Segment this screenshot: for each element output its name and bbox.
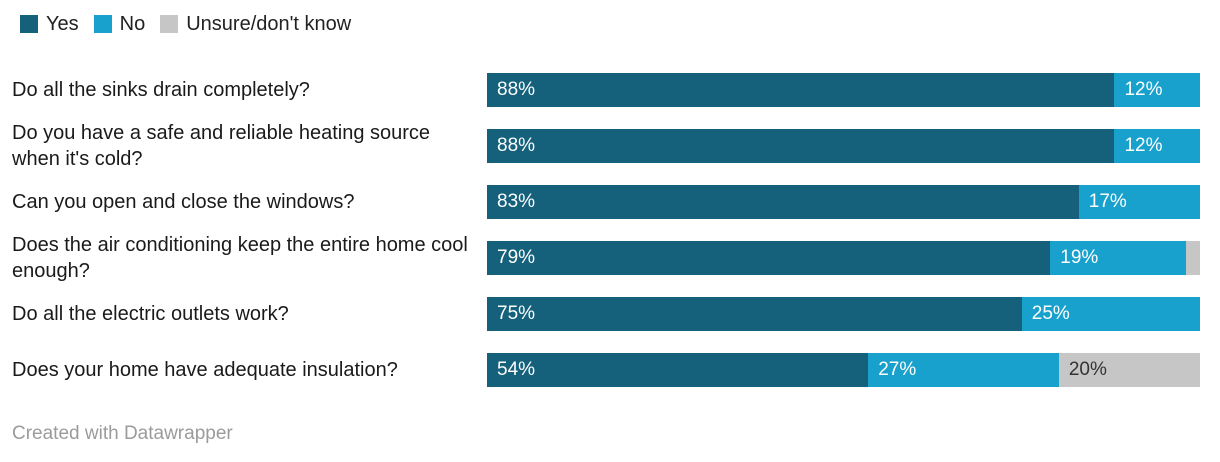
stacked-bar: 88% 12% [487,73,1200,107]
chart-row: Do all the electric outlets work? 75% 25% [0,286,1220,342]
bar-segment-unsure-don-t-know: 20% [1058,353,1200,387]
bar-segment-no: 27% [868,353,1059,387]
attribution-text: Created with Datawrapper [12,423,233,444]
segment-value-label: 54% [497,359,536,380]
category-label: Can you open and close the windows? [12,191,355,213]
segment-value-label: 12% [1124,79,1163,100]
segment-value-label: 20% [1068,359,1107,380]
stacked-bar: 75% 25% [487,297,1200,331]
segment-value-label: 17% [1088,191,1127,212]
segment-value-label: 88% [497,79,536,100]
chart-row: Does the air conditioning keep the entir… [0,230,1220,286]
segment-value-label: 75% [497,303,536,324]
stacked-bar: 83% 17% [487,185,1200,219]
category-label: Does your home have adequate insulation? [12,359,398,381]
bar-segment-no: 12% [1114,73,1200,107]
category-label: Do you have a safe and reliable heating … [12,122,431,170]
category-label: Does the air conditioning keep the entir… [12,234,468,282]
bar-segment-no: 19% [1050,241,1186,275]
segment-value-label: 19% [1060,247,1099,268]
segment-value-label: 88% [497,135,536,156]
stacked-bar: 54% 27% 20% [487,353,1200,387]
stacked-bar: 79% 19% [487,241,1200,275]
legend-item: Unsure/don't know [160,13,351,36]
chart-row: Can you open and close the windows? 83% 17… [0,174,1220,230]
bar-segment-no: 17% [1078,185,1200,219]
legend-label: No [119,12,146,35]
segment-value-label: 79% [497,247,536,268]
segment-value-label: 83% [497,191,536,212]
chart-row: Does your home have adequate insulation?… [0,342,1220,398]
legend-swatch-icon [93,15,112,33]
legend-item: No [93,12,146,36]
bar-segment-yes: 54% [487,353,869,387]
segment-value-label: 12% [1124,135,1163,156]
bar-segment-yes: 79% [487,241,1051,275]
bar-segment-yes: 88% [487,73,1115,107]
bar-segment-yes: 75% [487,297,1022,331]
chart-rows: Do all the sinks drain completely? 88% 12%… [0,62,1220,398]
category-label: Do all the sinks drain completely? [12,79,310,101]
legend-item: Yes [20,13,79,36]
legend: Yes No Unsure/don't know [20,12,1220,36]
bar-segment-yes: 83% [487,185,1079,219]
category-label: Do all the electric outlets work? [12,303,289,325]
stacked-bar: 88% 12% [487,129,1200,163]
bar-segment-yes: 88% [487,129,1115,163]
legend-swatch-icon [20,15,38,33]
bar-segment-unsure-don-t-know [1185,241,1200,275]
bar-segment-no: 12% [1114,129,1200,163]
legend-label: Yes [46,12,79,35]
chart-row: Do you have a safe and reliable heating … [0,118,1220,174]
chart-row: Do all the sinks drain completely? 88% 12% [0,62,1220,118]
bar-segment-no: 25% [1021,297,1200,331]
segment-value-label: 25% [1031,303,1070,324]
segment-value-label: 27% [878,359,917,380]
legend-label: Unsure/don't know [186,12,352,35]
legend-swatch-icon [160,15,179,33]
